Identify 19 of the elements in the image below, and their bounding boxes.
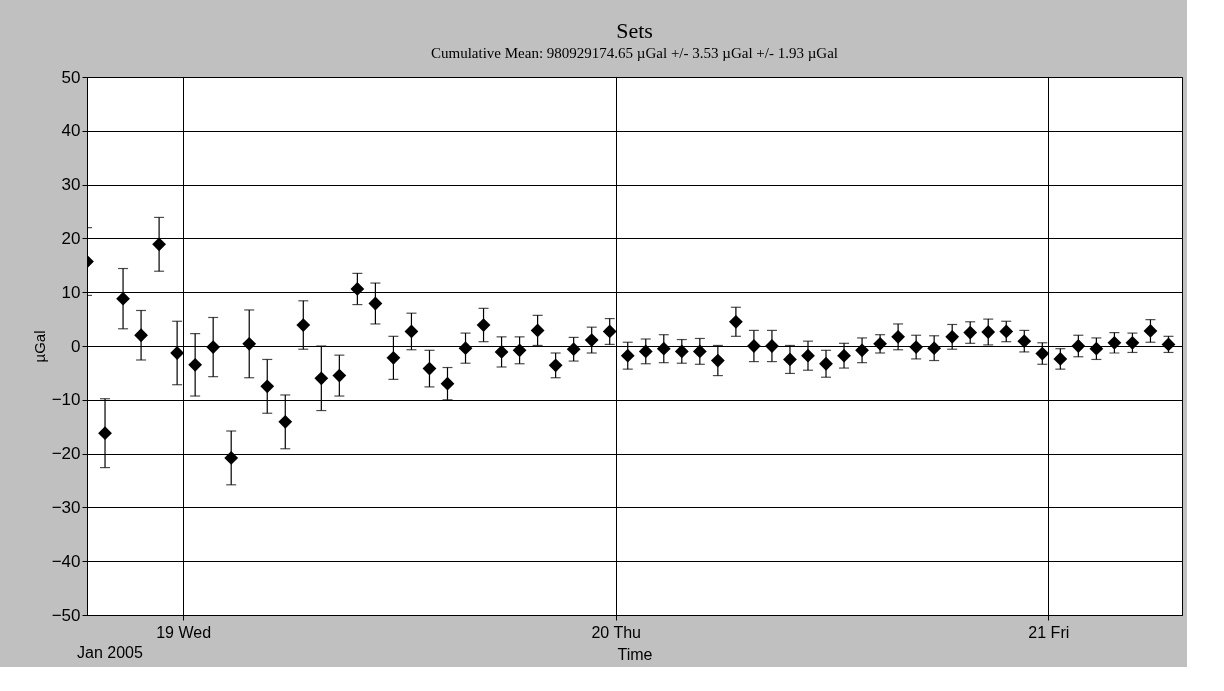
chart-subtitle: Cumulative Mean: 980929174.65 µGal +/- 3.53 µGal +/- 1.93 µGal <box>431 45 838 61</box>
y-axis-title: µGal <box>30 330 48 363</box>
y-tick-label: −20 <box>51 444 81 464</box>
chart-title: Sets <box>616 18 653 43</box>
y-tick-label: 10 <box>61 282 81 302</box>
y-tick-label: 40 <box>61 121 81 141</box>
y-tick-label: −30 <box>51 497 81 517</box>
y-tick-label: 20 <box>61 228 81 248</box>
y-tick-label: 30 <box>61 175 81 195</box>
y-tick-label: 50 <box>61 67 81 87</box>
x-axis-title: Time <box>617 645 653 663</box>
y-tick-label: 0 <box>71 336 81 356</box>
y-tick-label: −40 <box>51 551 81 571</box>
text: Jan 2005 <box>77 644 143 661</box>
y-tick-label: −50 <box>51 605 81 625</box>
y-tick-label: −10 <box>51 390 81 410</box>
x-tick-label: 21 Fri <box>1028 623 1070 641</box>
x-tick-label: 19 Wed <box>156 623 212 641</box>
x-tick-label: 20 Thu <box>591 623 641 641</box>
